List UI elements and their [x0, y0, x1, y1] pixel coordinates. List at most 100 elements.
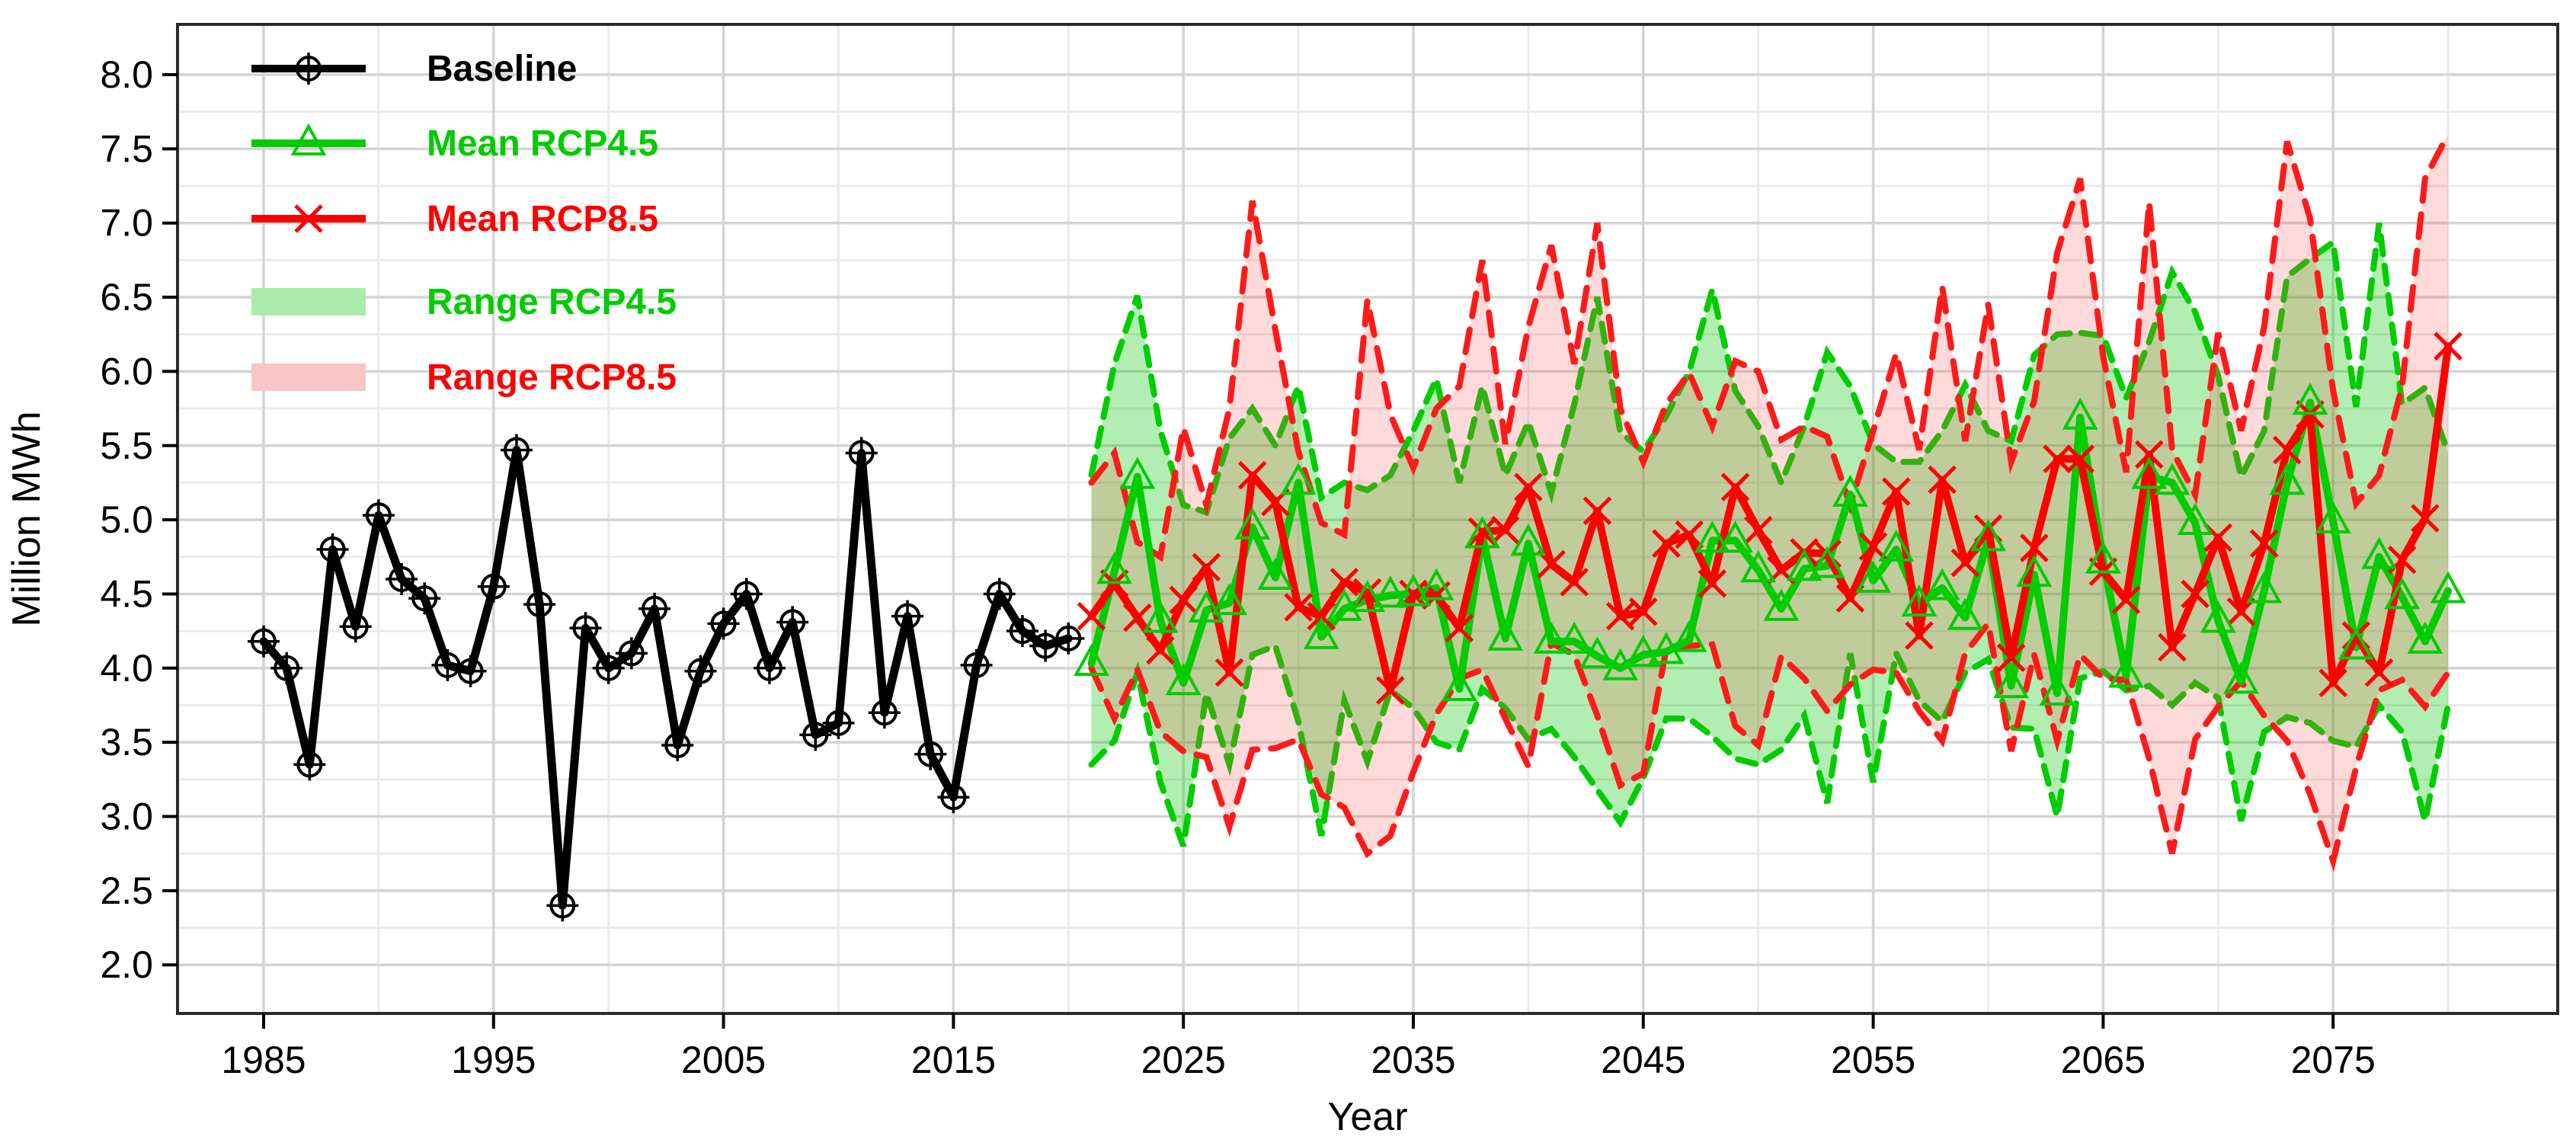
x-marker [1077, 601, 1106, 631]
triangle-marker [2407, 621, 2443, 654]
x-marker [1307, 601, 1336, 631]
y-tick-label: 2.0 [100, 943, 153, 986]
triangle-marker [1947, 597, 1983, 630]
x-marker [2203, 523, 2233, 552]
triangle-marker [2269, 463, 2306, 495]
x-tick-label: 1995 [451, 1039, 536, 1081]
triangle-marker [1165, 663, 1202, 696]
triangle-marker [1924, 568, 1960, 600]
legend: Baseline Mean RCP4.5 Mean RCP8.5 Range RCP4… [251, 49, 677, 398]
triangle-marker [290, 123, 327, 155]
triangle-marker [1280, 463, 1317, 495]
x-marker [1582, 496, 1612, 526]
markers-baseline [248, 434, 1085, 922]
y-axis-title: Million MWh [5, 411, 49, 626]
triangle-marker [1533, 621, 1570, 654]
x-tick-label: 2075 [2291, 1039, 2376, 1081]
y-tick-label: 7.5 [100, 127, 153, 170]
x-marker [1146, 636, 1175, 665]
triangle-marker [2223, 661, 2259, 694]
x-marker [1560, 568, 1589, 597]
x-tick-label: 2035 [1371, 1039, 1455, 1081]
triangle-marker [2085, 541, 2121, 574]
y-tick-label: 4.0 [100, 647, 153, 690]
triangle-marker [1855, 560, 1891, 593]
triangle-marker [1832, 474, 1868, 507]
x-marker [2434, 331, 2462, 361]
x-marker [1123, 603, 1152, 632]
legend-label: Baseline [427, 49, 577, 89]
triangle-marker [1464, 516, 1500, 549]
x-marker [1490, 515, 1520, 545]
triangle-marker [2430, 571, 2466, 604]
triangle-marker [1763, 588, 1800, 621]
triangle-marker [1786, 549, 1822, 581]
y-tick-label: 2.5 [100, 869, 153, 912]
x-marker [2043, 444, 2072, 474]
x-tick-label: 2005 [681, 1039, 766, 1081]
legend-label: Mean RCP8.5 [427, 199, 658, 239]
range-bands [1088, 130, 2452, 872]
triangle-marker [1096, 552, 1133, 584]
x-marker [1467, 517, 1497, 546]
triangle-marker [1740, 550, 1777, 583]
triangle-marker [2384, 577, 2421, 610]
x-marker [1720, 472, 1750, 502]
legend-band-swatch [251, 288, 366, 315]
triangle-marker [2108, 655, 2144, 688]
triangle-marker [1234, 507, 1271, 539]
x-marker [1652, 529, 1681, 559]
band-lower-edge-range-rcp8-5 [1088, 616, 2452, 872]
triangle-marker [1257, 557, 1294, 591]
data-series [248, 331, 2466, 922]
x-marker [1284, 593, 1313, 622]
triangle-marker [1074, 643, 1109, 676]
x-marker [1192, 552, 1221, 582]
x-marker [1675, 520, 1704, 549]
triangle-marker [2177, 502, 2213, 535]
triangle-marker [1809, 546, 1845, 578]
x-marker [294, 204, 323, 233]
x-marker [2318, 668, 2347, 698]
legend-entry-baseline: Baseline [251, 49, 577, 89]
x-tick-label: 1985 [221, 1039, 306, 1081]
x-marker [2364, 658, 2394, 687]
triangle-marker [1878, 529, 1915, 562]
x-marker [2111, 585, 2141, 615]
band-fill-range-rcp4-5 [1091, 223, 2449, 847]
x-marker [1698, 569, 1727, 598]
x-marker [1376, 676, 1405, 705]
triangle-marker [1694, 520, 1730, 553]
x-marker [2273, 435, 2302, 465]
triangle-marker [1326, 588, 1362, 621]
triangle-marker [1119, 456, 1156, 489]
legend-entry-mean-rcp8-5: Mean RCP8.5 [251, 199, 658, 239]
triangle-marker [1303, 616, 1339, 649]
x-marker [1445, 613, 1474, 642]
legend-label: Range RCP4.5 [427, 282, 677, 322]
x-marker [1950, 548, 1980, 578]
x-marker [1330, 568, 1359, 597]
markers-mean-rcp4-5 [1074, 383, 2466, 706]
x-marker [2020, 533, 2049, 562]
triangle-marker [2039, 673, 2075, 706]
triangle-marker [1556, 621, 1592, 654]
x-marker [2181, 579, 2210, 609]
x-marker [1514, 472, 1543, 502]
triangle-marker [1717, 520, 1753, 553]
x-marker [1996, 643, 2026, 672]
x-axis-title: Year [1327, 1095, 1407, 1139]
triangle-marker [1970, 519, 2006, 552]
x-marker [1743, 515, 1773, 545]
band-upper-edge-range-rcp8-5 [1088, 130, 2452, 562]
y-tick-label: 6.5 [100, 276, 153, 319]
band-fill-range-rcp8-5 [1091, 133, 2449, 861]
triangle-marker [1142, 600, 1179, 633]
x-tick-label: 2025 [1141, 1039, 1226, 1081]
legend-entry-range-rcp4-5: Range RCP4.5 [251, 282, 677, 322]
triangle-marker [2062, 397, 2098, 430]
triangle-marker [1901, 584, 1938, 617]
y-tick-label: 7.0 [100, 202, 153, 245]
line-baseline [259, 446, 1073, 910]
x-marker [1537, 549, 1566, 579]
